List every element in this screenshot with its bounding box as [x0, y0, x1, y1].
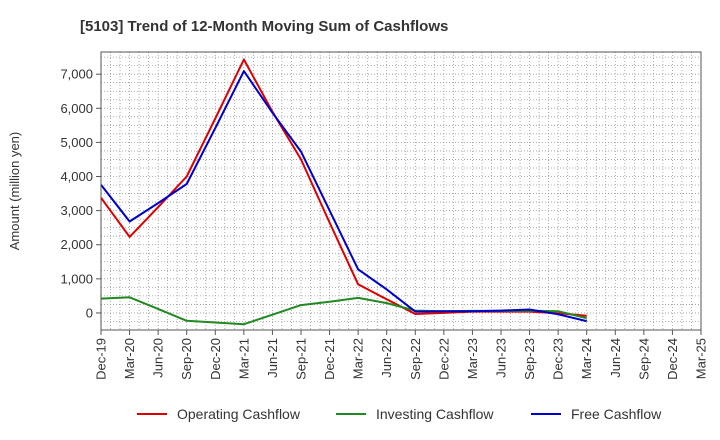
- y-tick-label: 6,000: [60, 101, 93, 116]
- legend-label-investing-cashflow: Investing Cashflow: [376, 406, 494, 422]
- y-tick-label: 7,000: [60, 67, 93, 82]
- x-axis-ticks: Dec-19 Mar-20 Jun-20 Sep-20 Dec-20 Mar-21 Jun-…: [94, 330, 709, 380]
- y-tick-label: 3,000: [60, 203, 93, 218]
- x-tick-label: Dec-24: [665, 338, 680, 380]
- x-tick-label: Jun-20: [151, 338, 166, 378]
- x-tick-label: Dec-21: [322, 338, 337, 380]
- x-tick-label: Sep-23: [522, 338, 537, 380]
- legend-label-free-cashflow: Free Cashflow: [571, 406, 662, 422]
- chart-title: [5103] Trend of 12-Month Moving Sum of C…: [80, 18, 448, 35]
- x-tick-label: Dec-19: [94, 338, 109, 380]
- x-tick-label: Mar-25: [694, 338, 709, 379]
- x-tick-label: Jun-24: [608, 338, 623, 378]
- grid-lines: [101, 52, 701, 330]
- x-tick-label: Mar-20: [122, 338, 137, 379]
- x-tick-label: Sep-24: [636, 338, 651, 380]
- plot-background: [101, 52, 701, 330]
- x-tick-label: Mar-23: [465, 338, 480, 379]
- x-tick-label: Sep-21: [294, 338, 309, 380]
- x-tick-label: Sep-22: [408, 338, 423, 380]
- x-tick-label: Mar-22: [351, 338, 366, 379]
- x-tick-label: Jun-22: [379, 338, 394, 378]
- series-line-free-cashflow: [100, 70, 587, 323]
- y-tick-label: 0: [86, 305, 93, 320]
- x-tick-label: Jun-23: [494, 338, 509, 378]
- y-tick-label: 1,000: [60, 271, 93, 286]
- y-tick-label: 4,000: [60, 169, 93, 184]
- x-tick-label: Dec-20: [208, 338, 223, 380]
- x-tick-label: Dec-23: [551, 338, 566, 380]
- y-tick-label: 5,000: [60, 135, 93, 150]
- x-tick-label: Dec-22: [436, 338, 451, 380]
- x-tick-label: Sep-20: [179, 338, 194, 380]
- plot-area: [100, 51, 702, 331]
- x-tick-label: Mar-24: [579, 338, 594, 379]
- legend: Operating Cashflow Investing Cashflow Free…: [137, 406, 662, 422]
- y-tick-label: 2,000: [60, 237, 93, 252]
- legend-label-operating-cashflow: Operating Cashflow: [177, 406, 301, 422]
- series-lines: [100, 58, 587, 326]
- y-axis-label: Amount (million yen): [7, 132, 22, 251]
- x-tick-label: Mar-21: [236, 338, 251, 379]
- x-tick-label: Jun-21: [265, 338, 280, 378]
- y-axis-ticks: 0 1,000 2,000 3,000 4,000 5,000 6,000 7,000: [60, 67, 101, 320]
